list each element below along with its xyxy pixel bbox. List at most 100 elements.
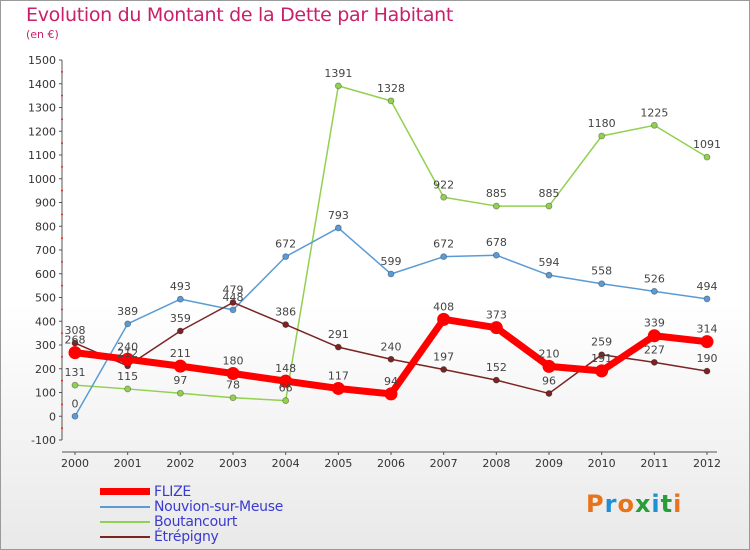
data-label: 268 [65,334,86,347]
x-tick-label: 2002 [166,457,194,470]
data-label: 117 [328,369,349,382]
data-label: 373 [486,309,507,322]
legend-item: Étrépigny [100,529,283,545]
data-point [598,351,606,359]
chart-subtitle: (en €) [26,28,59,41]
y-minor-tick [61,260,63,263]
data-label: 1225 [640,106,668,119]
data-label: 240 [117,340,138,353]
x-tick-label: 2000 [61,457,89,470]
data-label: 0 [72,397,79,410]
proxiti-logo: Proxiti [586,490,682,518]
y-tick-label: 0 [49,410,56,423]
logo-letter: t [660,490,674,518]
data-point [68,346,82,360]
data-label: 526 [644,272,665,285]
x-tick-label: 2007 [430,457,458,470]
legend-item: Nouvion-sur-Meuse [100,498,284,515]
data-point [492,376,500,384]
data-label: 359 [170,312,191,325]
x-tick-label: 2008 [482,457,510,470]
data-point [595,364,609,378]
data-label: 672 [433,238,454,251]
data-point [489,321,503,335]
y-minor-tick [61,70,63,73]
data-label: 308 [65,324,86,337]
x-tick-label: 2011 [640,457,668,470]
legend-label: Boutancourt [154,513,238,530]
data-point [282,397,290,404]
data-label: 1391 [324,67,352,80]
data-point [703,153,711,161]
x-tick-label: 2003 [219,457,247,470]
data-point [176,295,184,303]
y-tick-label: 1400 [28,78,56,91]
data-label: 240 [381,340,402,353]
data-point [124,385,132,393]
y-tick-label: 500 [35,292,56,305]
data-label: 599 [381,255,402,268]
data-label: 291 [328,328,349,341]
data-point [334,343,342,351]
y-tick-label: 400 [35,315,56,328]
data-label: 131 [65,366,86,379]
data-label: 1328 [377,82,405,95]
y-minor-tick [61,308,63,311]
y-minor-tick [61,379,63,382]
data-point [173,359,187,373]
y-tick-label: 1200 [28,125,56,138]
y-tick-label: 900 [35,197,56,210]
data-label: 922 [433,178,454,191]
data-point [334,82,342,90]
data-point [334,224,342,232]
data-label: 672 [275,238,296,251]
data-label: 389 [117,305,138,318]
legend-item: FLIZE [100,484,283,500]
data-point [282,321,290,328]
data-point [437,312,451,326]
x-tick-label: 2001 [114,457,142,470]
y-minor-tick [61,142,63,145]
data-label: 408 [433,300,454,313]
x-tick-label: 2012 [693,457,721,470]
chart-legend: FLIZE Nouvion-sur-Meuse Boutancourt Étrépig… [100,484,284,545]
data-label: 148 [275,362,296,375]
data-label: 1180 [588,117,616,130]
data-point [440,193,448,201]
data-point [650,287,658,295]
data-label: 191 [591,352,612,365]
y-tick-label: 700 [35,244,56,257]
data-point [492,202,500,210]
logo-letter: r [604,490,618,518]
data-point [229,299,237,306]
y-tick-label: 100 [35,387,56,400]
data-label: 558 [591,265,612,278]
data-point [71,412,79,420]
data-point [703,367,711,375]
data-label: 211 [170,347,191,360]
data-label: 96 [542,374,556,387]
logo-letter: i [673,490,683,518]
y-tick-label: 600 [35,268,56,281]
data-point [650,358,658,366]
y-minor-tick [61,213,63,216]
data-point [598,280,606,288]
data-label: 197 [433,350,454,363]
logo-letter: x [634,490,652,518]
data-label: 1091 [693,138,721,151]
data-label: 180 [223,355,244,368]
x-tick-label: 2005 [324,457,352,470]
data-label: 94 [384,375,398,388]
legend-label: Nouvion-sur-Meuse [154,498,284,515]
y-minor-tick [61,118,63,121]
data-point [440,253,448,261]
data-label: 259 [591,336,612,349]
data-label: 479 [223,283,244,296]
data-point [282,253,290,261]
data-label: 210 [539,347,560,360]
data-label: 885 [486,187,507,200]
y-minor-tick [61,403,63,406]
data-label: 386 [275,306,296,319]
